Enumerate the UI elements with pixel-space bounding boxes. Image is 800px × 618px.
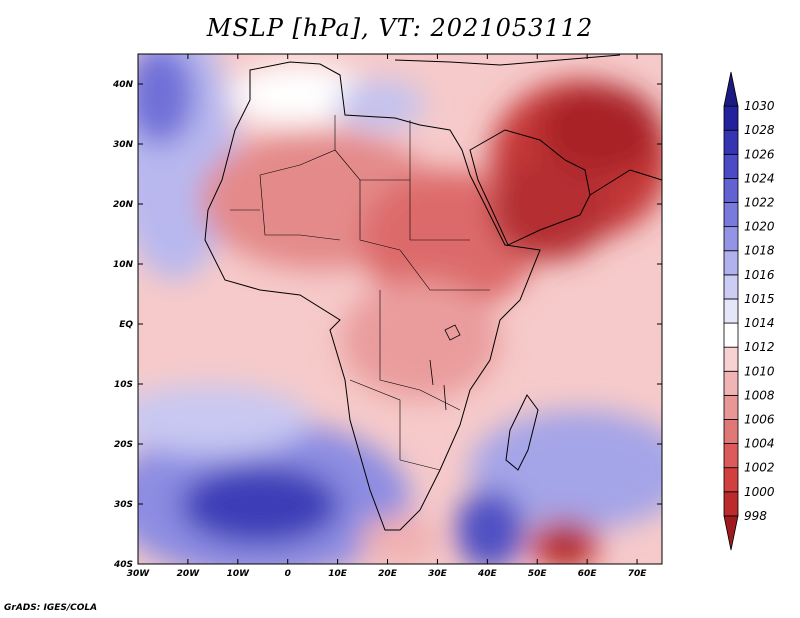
- colorbar-swatch: [723, 322, 739, 348]
- africa-coastline: [204, 61, 541, 531]
- lakes: [429, 324, 461, 411]
- lon-tick-label: 20E: [378, 569, 398, 579]
- lat-tick-label: 20S: [114, 440, 133, 450]
- colorbar-label: 1000: [744, 485, 775, 499]
- lon-tick-label: 0: [285, 569, 291, 579]
- colorbar-swatch: [723, 129, 739, 155]
- lat-tick-label: 20N: [113, 200, 134, 210]
- lat-tick-label: 10S: [114, 380, 133, 390]
- colorbar-label: 1014: [744, 316, 775, 330]
- colorbar-swatch: [723, 202, 739, 228]
- lon-tick-label: 20W: [177, 569, 201, 579]
- colorbar-label: 1016: [744, 268, 775, 282]
- colorbar-swatch: [723, 394, 739, 420]
- colorbar-label: 1024: [744, 171, 775, 185]
- plot-frame: [137, 53, 663, 565]
- colorbar-swatch: [723, 105, 739, 131]
- colorbar-label: 1002: [744, 461, 775, 475]
- colorbar-label: 1015: [744, 292, 775, 306]
- lat-tick-label: 10N: [113, 260, 134, 270]
- colorbar-swatch: [723, 153, 739, 179]
- lon-tick-label: 10E: [328, 569, 348, 579]
- lat-tick-label: 40S: [113, 560, 133, 570]
- colorbar-swatch: [723, 226, 739, 252]
- arabia-coastline: [469, 129, 591, 246]
- pressure-field: [138, 54, 662, 564]
- colorbar-swatch: [723, 346, 739, 372]
- lat-tick-label: EQ: [119, 320, 133, 330]
- colorbar-label: 1030: [744, 99, 775, 113]
- lon-tick-label: 10W: [227, 569, 251, 579]
- colorbar-label: 1008: [744, 388, 775, 402]
- colorbar-label: 1006: [744, 412, 775, 426]
- asia-coastline: [394, 54, 662, 196]
- colorbar-label: 1012: [744, 340, 775, 354]
- lat-tick-label: 30N: [113, 140, 134, 150]
- colorbar-swatch-high: [723, 71, 739, 107]
- colorbar: 998 1000 1002 1004 1006 1008 1010 1012 1014 1015 1…: [723, 71, 775, 551]
- colorbar-label: 1004: [744, 437, 775, 451]
- madagascar-coastline: [505, 394, 539, 471]
- colorbar-swatch: [723, 298, 739, 324]
- colorbar-label: 1028: [744, 123, 775, 137]
- colorbar-label: 1010: [744, 364, 775, 378]
- colorbar-label: 1018: [744, 244, 775, 258]
- grads-credit: GrADS: IGES/COLA: [4, 603, 98, 613]
- colorbar-swatch: [723, 274, 739, 300]
- colorbar-swatch-low: [723, 515, 739, 551]
- axis-ticks: 30W 20W 10W 0 10E 20E 30E 40E 50E 60E 70E 40N 30N 20N…: [112, 54, 662, 579]
- colorbar-swatch: [723, 443, 739, 469]
- country-borders: [230, 115, 490, 471]
- lat-tick-label: 40N: [112, 80, 134, 90]
- lon-tick-label: 60E: [578, 569, 598, 579]
- lon-tick-label: 30W: [127, 569, 151, 579]
- colorbar-label: 1022: [744, 196, 775, 210]
- lat-tick-label: 30S: [114, 500, 133, 510]
- colorbar-swatch: [723, 370, 739, 396]
- lon-tick-label: 50E: [528, 569, 548, 579]
- colorbar-swatch: [723, 250, 739, 276]
- lon-tick-label: 70E: [628, 569, 648, 579]
- colorbar-label: 1020: [744, 220, 775, 234]
- colorbar-label: 1026: [744, 147, 775, 161]
- colorbar-swatch: [723, 491, 739, 517]
- lon-tick-label: 40E: [477, 569, 498, 579]
- lon-tick-label: 30E: [428, 569, 448, 579]
- map-title: MSLP [hPa], VT: 2021053112: [206, 14, 594, 42]
- colorbar-label: 998: [744, 509, 767, 523]
- colorbar-swatch: [723, 419, 739, 444]
- colorbar-swatch: [723, 178, 739, 203]
- colorbar-swatch: [723, 467, 739, 493]
